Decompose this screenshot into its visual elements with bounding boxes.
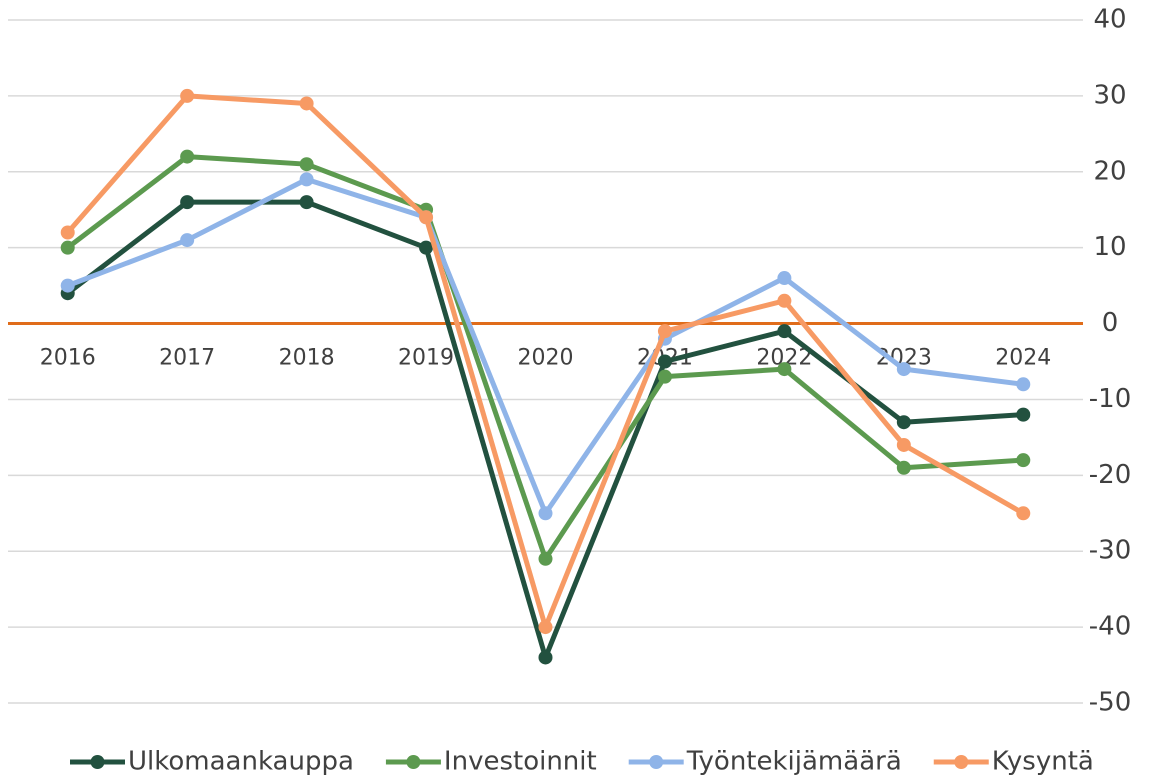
legend-marker	[954, 755, 969, 769]
point	[299, 157, 314, 172]
legend-marker	[90, 755, 105, 769]
y-tick-label: 20	[1093, 156, 1126, 186]
legend-marker	[406, 755, 421, 769]
point	[538, 650, 553, 665]
point	[60, 278, 75, 293]
x-tick-label: 2018	[279, 346, 335, 371]
point	[896, 460, 911, 475]
point	[180, 195, 195, 210]
point	[538, 506, 553, 521]
point	[60, 225, 75, 240]
point	[419, 210, 434, 225]
point	[1016, 377, 1031, 392]
x-tick-label: 2016	[40, 346, 96, 371]
point	[896, 437, 911, 452]
point	[538, 620, 553, 635]
point	[777, 362, 792, 377]
point	[777, 293, 792, 308]
point	[60, 240, 75, 255]
point	[657, 354, 672, 369]
point	[896, 362, 911, 377]
point	[1016, 453, 1031, 468]
y-tick-label: -50	[1089, 688, 1131, 718]
y-tick-label: -10	[1089, 384, 1131, 414]
legend-label: Ulkomaankauppa	[128, 747, 354, 777]
y-tick-label: 40	[1093, 5, 1126, 35]
point	[777, 271, 792, 286]
x-tick-label: 2019	[398, 346, 454, 371]
x-tick-label: 2024	[995, 346, 1051, 371]
legend-marker	[649, 755, 664, 769]
y-tick-label: 30	[1093, 80, 1126, 110]
legend-label: Kysyntä	[992, 747, 1094, 777]
point	[299, 96, 314, 111]
point	[1016, 506, 1031, 521]
point	[896, 415, 911, 430]
point	[299, 195, 314, 210]
y-tick-label: -40	[1089, 612, 1131, 642]
point	[1016, 407, 1031, 422]
y-tick-label: -20	[1089, 460, 1131, 490]
point	[419, 240, 434, 255]
legend-label: Investoinnit	[444, 747, 597, 777]
point	[657, 324, 672, 339]
legend-label: Työntekijämäärä	[686, 747, 902, 777]
point	[180, 88, 195, 103]
point	[299, 172, 314, 187]
point	[777, 324, 792, 339]
x-tick-label: 2020	[518, 346, 574, 371]
series-line	[66, 199, 1024, 660]
y-tick-label: -30	[1089, 536, 1131, 566]
y-tick-label: 10	[1093, 232, 1126, 262]
point	[657, 369, 672, 384]
y-tick-label: 0	[1102, 308, 1119, 338]
x-tick-label: 2017	[159, 346, 215, 371]
point	[180, 149, 195, 164]
point	[180, 233, 195, 248]
point	[538, 551, 553, 566]
